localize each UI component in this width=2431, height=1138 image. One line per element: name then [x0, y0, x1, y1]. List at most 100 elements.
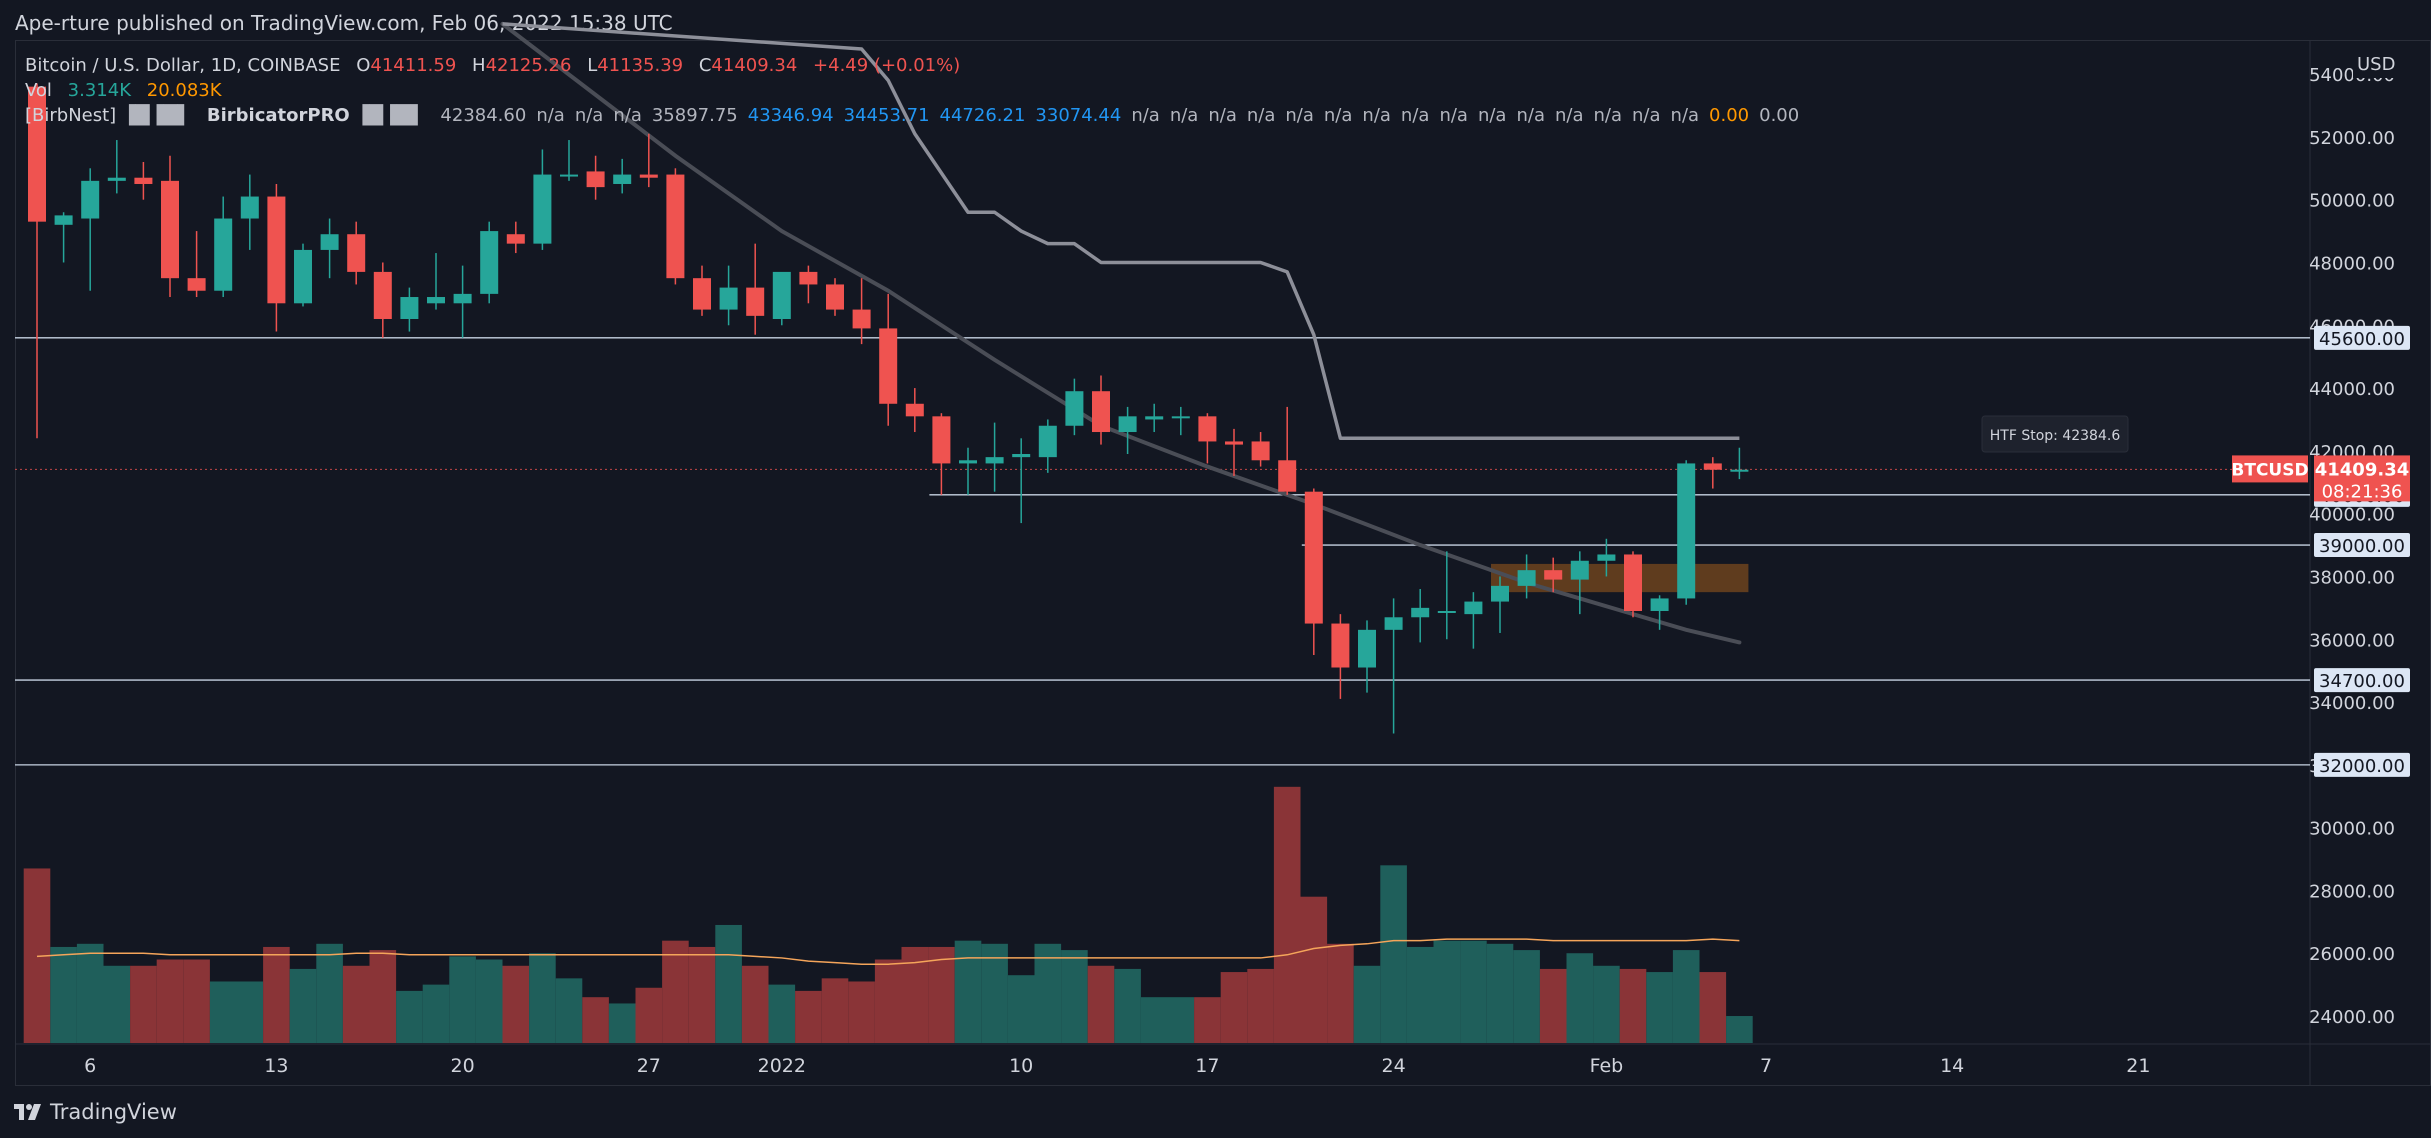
volume-bar	[555, 978, 583, 1043]
candle-body	[1411, 607, 1430, 618]
candle-body	[1278, 460, 1297, 492]
volume-bar	[1433, 940, 1461, 1043]
volume-bar	[821, 978, 849, 1043]
volume-bar	[502, 965, 530, 1043]
candle-body	[400, 297, 419, 319]
indicator-bars-icon: ▐█▐█▌	[121, 105, 192, 126]
x-tick-label: 14	[1940, 1055, 1964, 1077]
candle-body	[427, 297, 445, 304]
y-tick-label: 44000.00	[2309, 379, 2395, 400]
indicator-value: 35897.75	[651, 105, 738, 126]
volume-bar	[768, 984, 796, 1043]
y-tick-label: 28000.00	[2309, 881, 2395, 902]
level-tag-bg	[2314, 752, 2410, 777]
candle-body	[1251, 441, 1270, 461]
currency-label-bg	[2353, 50, 2403, 78]
volume-bar	[848, 981, 875, 1043]
level-tag-bg	[2314, 668, 2410, 693]
y-tick-label: 48000.00	[2309, 253, 2395, 274]
candle-body	[214, 218, 233, 291]
volume-label[interactable]: Vol	[25, 80, 52, 101]
volume-bar	[608, 1003, 636, 1043]
volume-bar	[1726, 1016, 1753, 1043]
countdown-tag: 08:21:36	[2322, 481, 2403, 502]
volume-bar	[874, 959, 902, 1043]
candle-body	[373, 271, 392, 319]
volume-bar	[1167, 997, 1195, 1043]
open-value: 41411.59	[370, 55, 457, 76]
candle-body	[1065, 391, 1084, 426]
candle-body	[347, 234, 366, 272]
candle-body	[28, 86, 46, 222]
indicator-values: 42384.60 n/a n/a n/a 35897.75 43346.94 34453.7…	[430, 105, 1799, 126]
candle-body	[1544, 570, 1563, 580]
indicator-value: n/a	[1400, 105, 1430, 126]
volume-bar	[289, 968, 317, 1043]
indicator-value: n/a	[574, 105, 604, 126]
indicator-value: n/a	[1285, 105, 1314, 126]
footer-brand[interactable]: TradingView	[50, 1100, 177, 1124]
candle-body	[453, 293, 472, 304]
volume-bar	[1566, 953, 1594, 1043]
currency-label[interactable]: USD	[2357, 54, 2395, 75]
indicator-value: n/a	[1554, 105, 1584, 126]
candle-body	[1491, 585, 1509, 602]
indicator-value: n/a	[613, 105, 642, 126]
candle-body	[852, 309, 871, 329]
candle-body	[506, 234, 525, 244]
candle-body	[932, 416, 951, 464]
volume-bar	[1513, 950, 1540, 1043]
candle-body	[1171, 416, 1190, 419]
indicator-value: n/a	[1670, 105, 1700, 126]
x-tick-label: 20	[451, 1055, 475, 1077]
x-tick-label: 27	[637, 1055, 661, 1077]
candle-body	[1225, 441, 1243, 445]
close-label: C	[698, 55, 712, 76]
volume-bar	[1114, 968, 1141, 1043]
indicator-value: 34453.71	[843, 105, 930, 126]
low-value: 41135.39	[597, 55, 684, 76]
volume-bar	[1327, 943, 1354, 1043]
candle-body	[1304, 491, 1323, 624]
volume-bar	[422, 984, 450, 1043]
symbol-tag: BTCUSD	[2231, 460, 2308, 480]
volume-bar	[1194, 997, 1221, 1043]
candle-body	[1570, 560, 1589, 580]
htf-stop-label-bg	[1981, 415, 2129, 453]
candle-body	[560, 174, 578, 177]
volume-bar	[1593, 965, 1620, 1043]
candle-body	[320, 234, 339, 250]
candle-body	[905, 403, 924, 417]
volume-bar	[342, 965, 370, 1043]
high-value: 42125.26	[485, 55, 572, 76]
x-tick-label: Feb	[1590, 1055, 1624, 1077]
volume-bar	[1406, 946, 1434, 1043]
indicator-label[interactable]: [BirbNest]	[25, 105, 117, 126]
indicator-value: n/a	[1208, 105, 1237, 126]
indicator2-label[interactable]: BirbicatorPRO	[206, 105, 350, 126]
y-tick-label: 30000.00	[2309, 819, 2395, 840]
indicator2-bars-icon: ▐█▐█▌	[355, 105, 425, 126]
candle-body	[693, 278, 711, 310]
volume-bar	[954, 940, 982, 1043]
price-tag: 41409.34	[2315, 459, 2410, 480]
volume-bar	[529, 953, 556, 1043]
candle-body	[81, 180, 100, 219]
candle-body	[1703, 463, 1722, 470]
candle-body	[1358, 629, 1376, 668]
volume-bar	[1300, 896, 1328, 1043]
volume-bar	[183, 959, 210, 1043]
volume-bar	[981, 943, 1008, 1043]
volume-bar	[156, 959, 184, 1043]
candle-body	[639, 174, 658, 178]
volume-ma-line	[36, 938, 1740, 965]
symbol-label[interactable]: Bitcoin / U.S. Dollar, 1D, COINBASE	[25, 55, 341, 76]
volume-bar	[316, 943, 343, 1043]
x-tick-label: 7	[1760, 1055, 1772, 1077]
candle-body	[240, 196, 259, 219]
indicator-value: 0.00	[1709, 105, 1750, 126]
indicator-value: n/a	[536, 105, 565, 126]
candle-body	[772, 271, 791, 319]
indicator-value: n/a	[1169, 105, 1199, 126]
